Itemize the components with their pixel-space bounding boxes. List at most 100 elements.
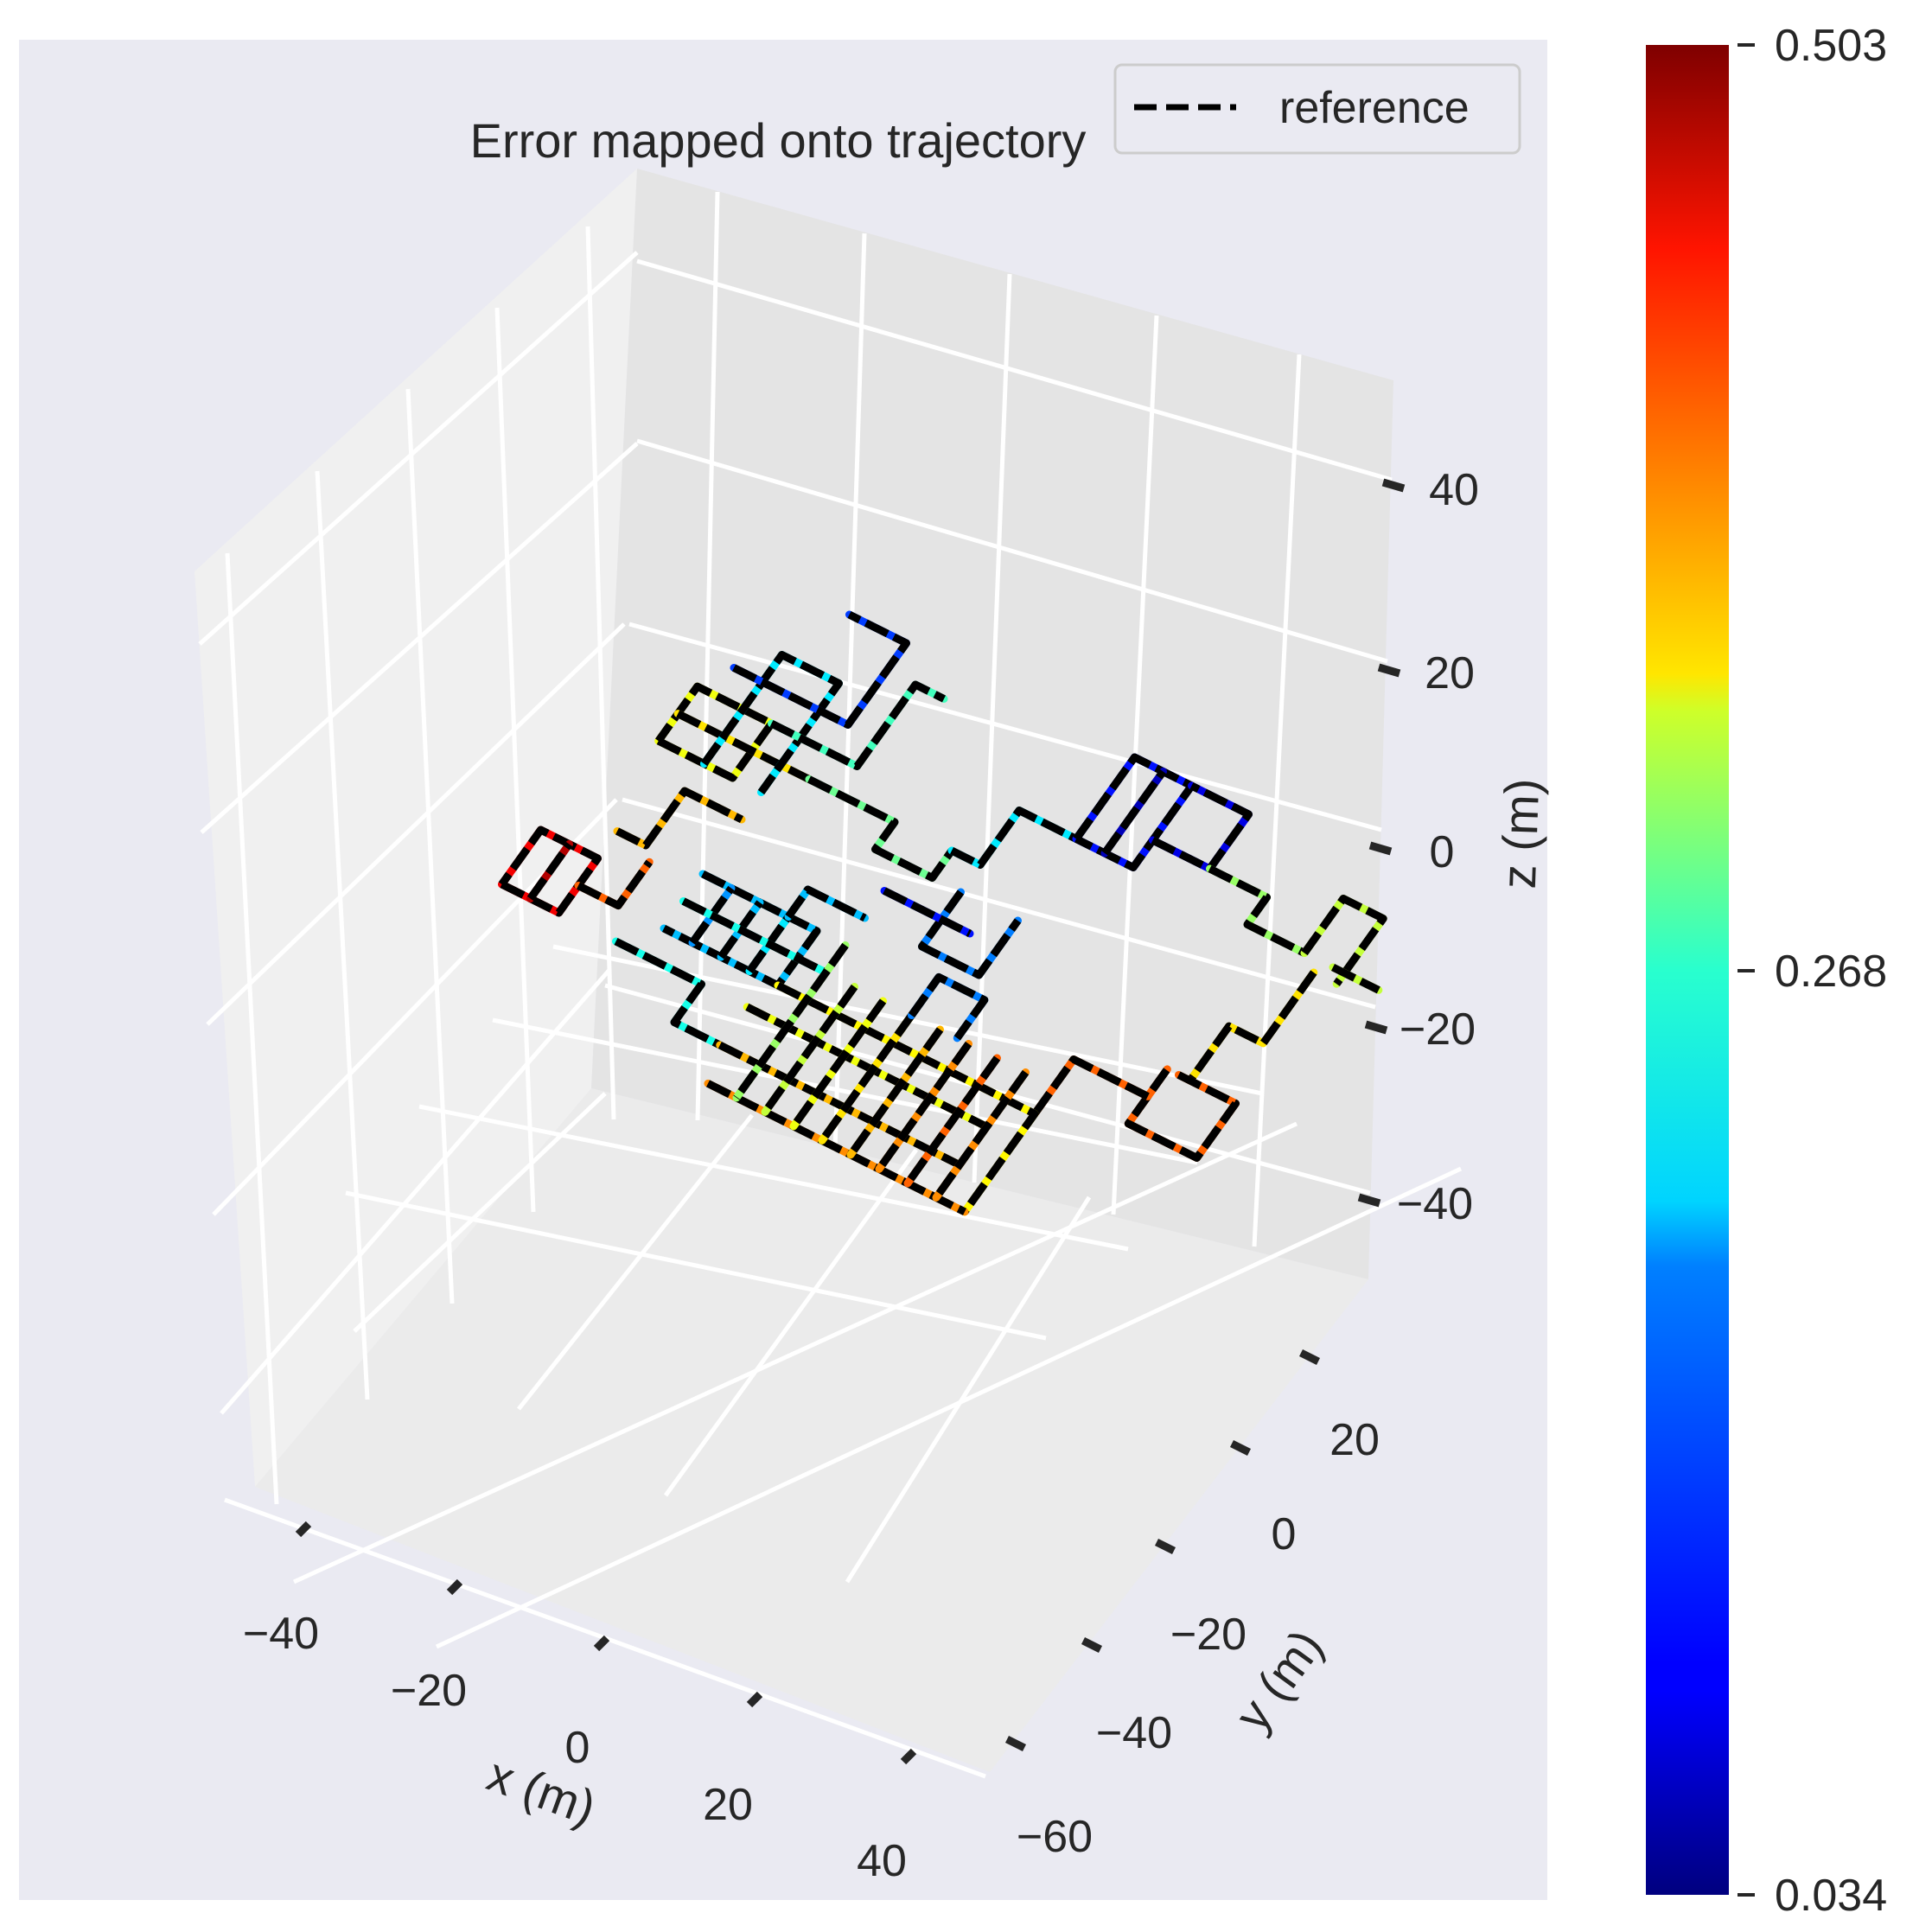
grid-line	[695, 191, 720, 1121]
grid-line	[405, 388, 455, 1304]
trajectory-reference-segment	[933, 1069, 1030, 1201]
grid-line	[663, 1148, 919, 1497]
left-pane	[194, 169, 637, 1487]
z-tick-label: 20	[1425, 648, 1475, 698]
trajectory-reference-segment	[769, 680, 947, 770]
chart-title: Error mapped onto trajectory	[470, 113, 1087, 168]
grid-line	[972, 273, 1012, 1183]
trajectory-reference-segment	[1151, 781, 1253, 873]
grid-line	[628, 622, 1382, 832]
trajectory-reference-segment	[1124, 1067, 1240, 1162]
y-tick-label: 0	[1272, 1509, 1297, 1559]
axis-tick	[1229, 1439, 1252, 1457]
floor-pane	[255, 1088, 1368, 1772]
y-tick-label: 20	[1329, 1415, 1380, 1465]
grid-line	[353, 1092, 607, 1333]
trajectory-reference-segment	[807, 775, 955, 882]
trajectory-reference-segment	[615, 787, 744, 850]
trajectory-reference-segment	[1208, 864, 1307, 957]
z-tick-label: −40	[1397, 1179, 1473, 1229]
grid-line	[636, 438, 1388, 664]
trajectory	[498, 610, 1387, 1216]
axis-tick	[1381, 478, 1406, 493]
trajectory-reference-segment	[498, 826, 602, 917]
grid-line	[845, 1196, 1092, 1584]
trajectory-reference-segment	[614, 937, 722, 1049]
grid-line	[636, 258, 1393, 482]
grid-lines	[198, 191, 1463, 1779]
x-tick-label: 0	[565, 1723, 590, 1773]
legend: reference	[1113, 63, 1521, 155]
axis-tick	[1368, 841, 1393, 856]
trajectory-reference-segment	[876, 1041, 972, 1172]
trajectory-reference-segment	[731, 610, 910, 729]
grid-line	[517, 1113, 754, 1411]
axis-tick	[593, 1635, 610, 1652]
trajectory-reference-segment	[676, 710, 812, 783]
grid-line	[622, 797, 1376, 1010]
grid-line	[198, 251, 639, 646]
trajectory-reference-segment	[847, 1027, 944, 1157]
axis-tick	[1081, 1636, 1103, 1654]
axis-tick	[1004, 1735, 1027, 1752]
trajectory-reference-segment	[790, 998, 887, 1129]
grid-line	[225, 552, 279, 1505]
z-tick-label: 0	[1430, 827, 1455, 877]
grid-line	[345, 1190, 1047, 1341]
colorbar: 0.503 0.268 0.034	[1646, 21, 1887, 1921]
axis-tick	[1357, 1193, 1381, 1208]
axis-tick	[1154, 1538, 1176, 1555]
grid-line	[492, 1017, 1198, 1165]
trajectory-reference-segment	[785, 885, 867, 922]
grid-line	[418, 1104, 1129, 1252]
trajectory-reference-segment	[762, 984, 858, 1115]
z-tick-label: −20	[1400, 1004, 1476, 1055]
trajectory-reference-segment	[1330, 963, 1380, 994]
legend-box	[1113, 63, 1521, 155]
y-tick-label: −60	[1017, 1812, 1093, 1862]
axis-tick	[1377, 663, 1401, 678]
x-tick-label: −20	[391, 1666, 467, 1716]
grid-line	[200, 442, 639, 834]
colorbar-mid-label: 0.268	[1775, 947, 1887, 997]
axis-tick	[900, 1748, 917, 1765]
grid-line	[832, 233, 867, 1152]
z-tick-label: 40	[1429, 465, 1479, 515]
axis-tick	[295, 1521, 312, 1538]
trajectory-reference-segment	[681, 897, 828, 977]
grid-line	[206, 622, 626, 1026]
trajectory-reference-segment	[1187, 970, 1317, 1083]
axis-tick	[1364, 1020, 1388, 1035]
trajectory-reference-segment	[576, 859, 653, 910]
colorbar-min-label: 0.034	[1775, 1871, 1887, 1921]
x-tick-label: 40	[857, 1836, 907, 1886]
trajectory-reference-segment	[526, 841, 573, 902]
trajectory-reference-segment	[655, 682, 775, 782]
y-tick-label: −20	[1170, 1610, 1247, 1660]
colorbar-gradient	[1646, 45, 1729, 1895]
trajectory-reference-segment	[1301, 895, 1387, 986]
trajectory-reference-segment	[949, 807, 1079, 869]
x-tick-label: 20	[703, 1780, 753, 1830]
x-tick-label: −40	[243, 1609, 319, 1659]
grid-line	[220, 968, 611, 1415]
axis-tick	[746, 1691, 763, 1708]
trajectory-reference-segment	[733, 942, 849, 1100]
trajectory-reference-segment	[1101, 768, 1167, 856]
axis-tick	[446, 1578, 463, 1596]
colorbar-max-label: 0.503	[1775, 21, 1887, 71]
legend-reference-label: reference	[1279, 83, 1470, 133]
trajectory-reference-segment	[819, 1012, 915, 1144]
z-axis-label: z (m)	[1491, 778, 1549, 890]
grid-line	[315, 470, 370, 1400]
y-tick-labels: −60 −40 −20 0 20	[1017, 1415, 1380, 1862]
trajectory-reference-segment	[882, 887, 972, 938]
axis-ticks	[295, 478, 1406, 1765]
y-tick-label: −40	[1096, 1708, 1172, 1758]
trajectory-reference-segment	[705, 1080, 967, 1215]
axis-tick	[1298, 1349, 1321, 1366]
trajectory-reference-segment	[1031, 1055, 1150, 1117]
x-tick-labels: −40 −20 0 20 40	[243, 1609, 907, 1886]
z-tick-labels: −40 −20 0 20 40	[1397, 465, 1479, 1229]
